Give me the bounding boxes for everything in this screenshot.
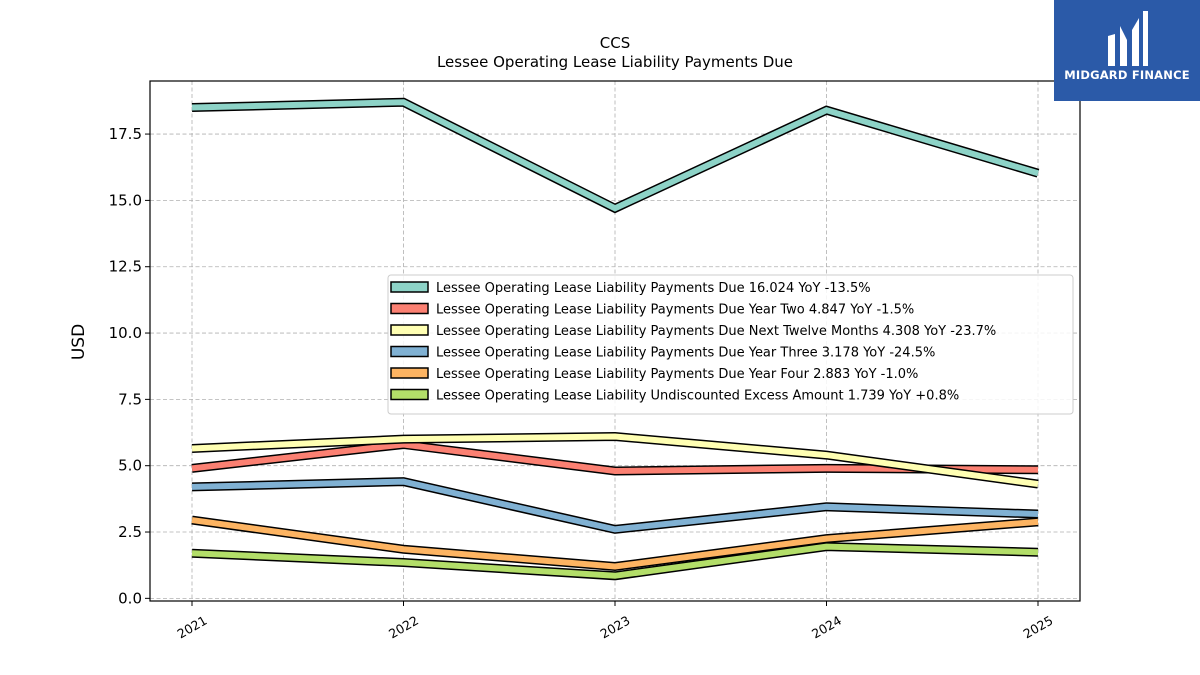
legend-swatch [390, 367, 429, 379]
y-tick-label: 0.0 [118, 589, 142, 607]
legend-swatch [390, 345, 429, 358]
series-line [191, 478, 1039, 533]
y-tick-label: 17.5 [109, 125, 142, 143]
y-tick-label: 2.5 [118, 523, 142, 541]
legend-box [387, 274, 1074, 415]
legend-swatch [390, 302, 429, 315]
x-tick-label: 2021 [174, 613, 209, 642]
brand-mark-icon [1108, 11, 1148, 66]
series-line [191, 543, 1039, 579]
y-axis-ticks: 0.0 2.5 5.0 7.5 10.0 12.5 15.0 17.5 [109, 125, 150, 607]
series-lines [191, 97, 1040, 581]
y-tick-label: 15.0 [109, 191, 142, 209]
y-axis-label: USD [69, 324, 89, 360]
chart-subtitle: Lessee Operating Lease Liability Payment… [437, 53, 793, 71]
legend-entry: Lessee Operating Lease Liability Payment… [436, 346, 935, 361]
legend-entry: Lessee Operating Lease Liability Payment… [436, 303, 914, 318]
x-tick-label: 2023 [597, 613, 632, 642]
x-axis-ticks: 2021 2022 2023 2024 2025 [174, 601, 1056, 642]
series-line [191, 517, 1039, 570]
chart-title: CCS [600, 34, 630, 52]
legend-swatch [390, 324, 429, 336]
brand-logo: MIDGARD FINANCE [1054, 0, 1200, 101]
series-line [191, 433, 1039, 488]
legend-entry: Lessee Operating Lease Liability Payment… [436, 281, 871, 296]
y-tick-label: 10.0 [109, 324, 142, 342]
legend-swatch [390, 281, 429, 293]
y-tick-label: 5.0 [118, 457, 142, 475]
legend-swatch [390, 388, 429, 401]
y-tick-label: 7.5 [118, 390, 142, 408]
legend-entry: Lessee Operating Lease Liability Payment… [436, 324, 996, 339]
series-line [191, 99, 1039, 212]
brand-name: MIDGARD FINANCE [1064, 68, 1190, 82]
legend-entry: Lessee Operating Lease Liability Undisco… [436, 389, 959, 404]
x-tick-label: 2025 [1020, 613, 1055, 642]
x-tick-label: 2024 [809, 613, 844, 642]
x-tick-label: 2022 [386, 613, 421, 642]
y-tick-label: 12.5 [109, 258, 142, 276]
legend-entry: Lessee Operating Lease Liability Payment… [436, 367, 918, 382]
legend: Lessee Operating Lease Liability Payment… [387, 274, 1074, 415]
